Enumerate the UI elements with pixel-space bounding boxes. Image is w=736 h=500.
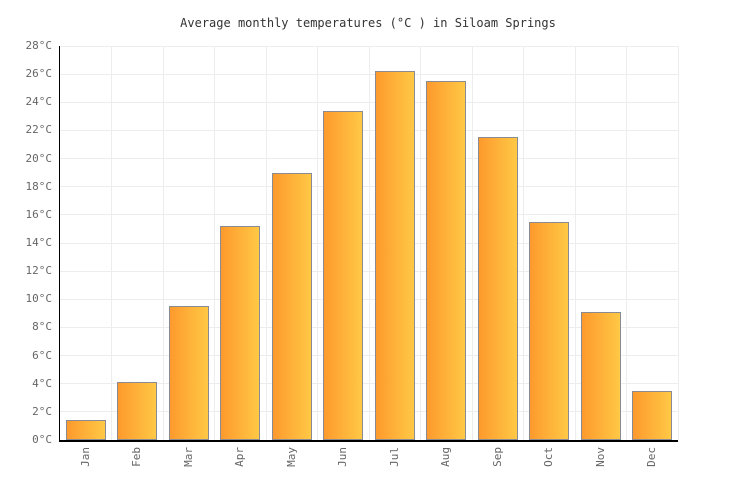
gridline-vertical xyxy=(420,46,421,440)
bar-apr xyxy=(220,226,261,440)
bar-dec xyxy=(632,391,673,440)
bar-sep xyxy=(477,137,518,440)
x-tick-label-feb: Feb xyxy=(130,447,144,467)
bar-aug xyxy=(426,81,467,440)
y-tick-label: 4°C xyxy=(32,376,52,390)
y-tick-label: 6°C xyxy=(32,348,52,362)
y-tick-label: 14°C xyxy=(25,236,53,249)
gridline-vertical xyxy=(317,46,318,440)
gridline-vertical xyxy=(574,46,576,440)
y-tick-label: 12°C xyxy=(25,264,53,278)
bar-feb xyxy=(117,382,158,440)
y-tick-label: 20°C xyxy=(25,151,53,165)
x-tick-label-jan: Jan xyxy=(78,447,92,467)
x-tick-label-oct: Oct xyxy=(542,447,556,467)
chart-title: Average monthly temperatures (°C ) in Si… xyxy=(180,16,556,30)
x-tick-label-jul: Jul xyxy=(387,447,401,467)
x-tick-label-may: May xyxy=(284,447,298,467)
bar-oct xyxy=(529,222,570,440)
x-tick-label-nov: Nov xyxy=(593,447,607,467)
bar-jan xyxy=(65,420,106,440)
gridline-vertical xyxy=(162,46,164,440)
gridline-vertical xyxy=(471,46,473,440)
x-tick-label-apr: Apr xyxy=(233,447,247,467)
y-tick-label: 28°C xyxy=(25,39,53,52)
gridline-vertical xyxy=(677,46,679,440)
x-tick-label-aug: Aug xyxy=(439,447,453,467)
bar-jun xyxy=(323,111,364,440)
y-tick-label: 24°C xyxy=(25,95,53,109)
y-axis-line xyxy=(58,46,60,442)
y-tick-label: 8°C xyxy=(32,320,52,334)
bar-nov xyxy=(580,312,621,440)
y-tick-label: 26°C xyxy=(25,67,53,81)
x-tick-label-jun: Jun xyxy=(336,447,350,467)
x-tick-label-sep: Sep xyxy=(490,447,504,467)
x-tick-label-dec: Dec xyxy=(645,447,659,467)
x-axis-line xyxy=(58,440,678,442)
gridline-vertical xyxy=(368,46,370,440)
plot-area xyxy=(60,45,679,440)
y-tick-label: 22°C xyxy=(25,123,53,137)
gridline-vertical xyxy=(265,46,267,440)
y-tick-label: 0°C xyxy=(32,433,52,446)
y-tick-label: 16°C xyxy=(25,207,53,221)
gridline-vertical xyxy=(111,46,112,440)
x-tick-label-mar: Mar xyxy=(181,447,195,467)
bar-may xyxy=(271,173,312,440)
y-tick-label: 10°C xyxy=(25,292,53,306)
gridline-vertical xyxy=(214,46,215,440)
y-tick-label: 2°C xyxy=(32,404,52,418)
y-tick-label: 18°C xyxy=(25,179,53,193)
bar-mar xyxy=(168,306,209,440)
gridline-vertical xyxy=(626,46,627,440)
gridline-vertical xyxy=(523,46,524,440)
bar-jul xyxy=(374,71,415,440)
